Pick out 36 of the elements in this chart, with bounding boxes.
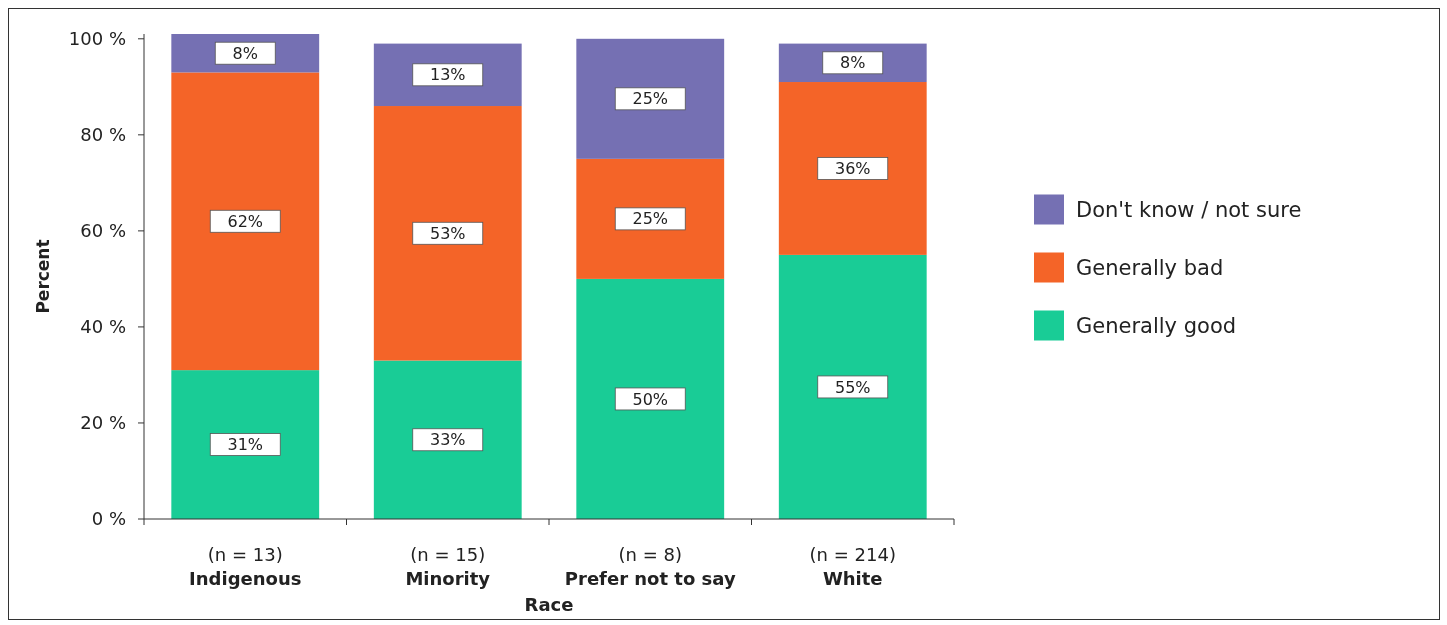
bar (576, 158, 725, 279)
data-label: 33% (429, 430, 466, 450)
legend-label: Generally good (1076, 313, 1237, 338)
data-label: 50% (632, 389, 669, 409)
y-tick-label: 60 % (80, 220, 126, 242)
data-label: 55% (834, 377, 871, 397)
y-axis-title: Percent (33, 239, 53, 314)
data-label: 36% (834, 159, 871, 179)
bar (373, 106, 522, 361)
data-label: 13% (429, 65, 466, 85)
x-tick-label: (n = 214) White (809, 544, 896, 589)
x-tick-label: (n = 15) Minority (405, 544, 491, 589)
y-tick-label: 20 % (80, 412, 126, 434)
y-tick-label: 40 % (80, 316, 126, 338)
data-label: 25% (632, 89, 669, 109)
y-tick-label: 100 % (68, 28, 126, 50)
data-label: 53% (429, 223, 466, 243)
data-label: 8% (840, 53, 866, 73)
data-label: 8% (232, 43, 258, 63)
bar (576, 38, 725, 159)
y-tick-label: 80 % (80, 124, 126, 146)
legend-label: Don't know / not sure (1076, 197, 1302, 222)
bar (171, 72, 320, 371)
y-tick-label: 0 % (91, 508, 126, 530)
data-label: 62% (227, 211, 264, 231)
bar (373, 360, 522, 519)
data-label: 31% (227, 435, 264, 455)
bar (576, 278, 725, 519)
bar (778, 254, 927, 519)
x-tick-label: (n = 13) Indigenous (189, 544, 302, 589)
bar (778, 82, 927, 255)
bar (171, 370, 320, 519)
x-axis-title: Race (524, 594, 574, 615)
x-tick-label: (n = 8) Prefer not to say (564, 544, 736, 589)
data-label: 25% (632, 209, 669, 229)
legend-label: Generally bad (1076, 255, 1224, 280)
